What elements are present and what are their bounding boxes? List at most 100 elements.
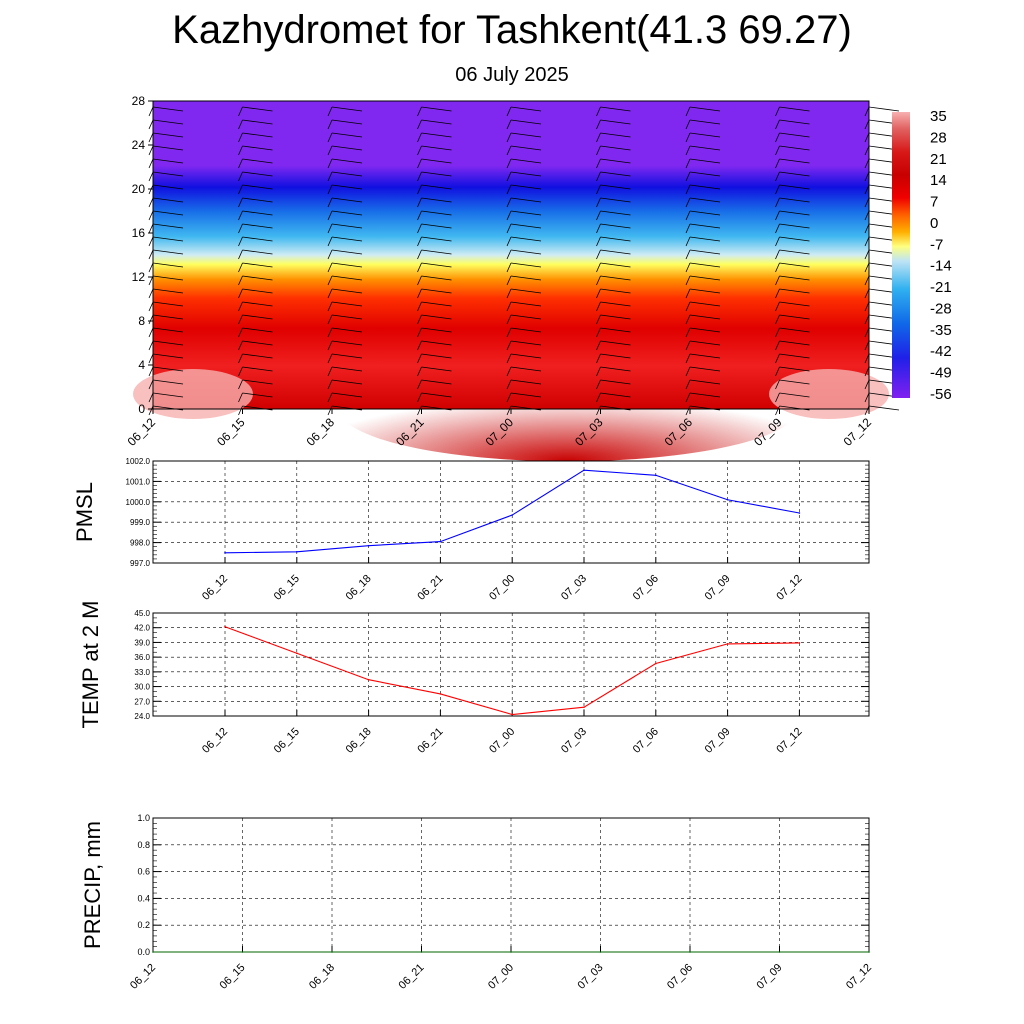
wind-barb xyxy=(506,171,542,182)
wind-barb-staff xyxy=(779,275,810,281)
wind-barb-flag xyxy=(864,392,870,403)
wind-barb xyxy=(506,301,542,312)
wind-barb xyxy=(327,366,363,377)
wind-barb-flag xyxy=(775,106,780,117)
wind-barb xyxy=(596,210,631,221)
wind-barb-flag xyxy=(596,301,601,312)
wind-barb-flag xyxy=(506,275,512,286)
wind-barb-staff xyxy=(600,301,631,307)
precip-panel: 0.0 0.2 0.4 0.6 0.8 1.0 06_12 06_15 06_18 06_21 07… xyxy=(80,813,874,992)
wind-barb-flag xyxy=(506,106,512,117)
wind-barb-staff xyxy=(510,145,542,151)
wind-barb xyxy=(506,353,542,364)
wind-barb xyxy=(148,327,184,338)
wind-barb-flag xyxy=(327,301,333,312)
wind-barb xyxy=(596,184,631,195)
wind-barb xyxy=(775,301,810,312)
wind-barb-flag xyxy=(238,119,243,130)
wind-barb xyxy=(685,366,721,377)
x-tick-label: 07_09 xyxy=(703,726,733,756)
y-tick-label: 16 xyxy=(132,226,146,240)
wind-barb-flag xyxy=(596,366,601,377)
temp-panel: 24.0 27.0 30.0 33.0 36.0 39.0 42.0 45.0 06_12 06_… xyxy=(78,601,870,756)
wind-barb-flag xyxy=(417,340,422,351)
wind-barb xyxy=(685,340,721,351)
wind-barb-staff xyxy=(510,132,542,138)
wind-barb-flag xyxy=(148,106,154,117)
wind-barb-staff xyxy=(331,392,363,398)
wind-barb xyxy=(775,314,810,325)
wind-barb-flag xyxy=(775,158,780,169)
wind-barb-staff xyxy=(242,223,273,229)
wind-barb-flag xyxy=(506,210,512,221)
wind-barb-staff xyxy=(242,145,273,151)
wind-barb-staff xyxy=(421,145,452,151)
wind-barb xyxy=(238,210,273,221)
wind-barb-flag xyxy=(238,275,243,286)
colorbar-label: -56 xyxy=(930,386,952,403)
wind-barb-staff xyxy=(779,145,810,151)
wind-barb-flag xyxy=(864,353,870,364)
wind-barb xyxy=(148,353,184,364)
wind-barb xyxy=(327,158,363,169)
wind-barb xyxy=(685,392,721,403)
x-tick-label: 07_03 xyxy=(559,726,589,756)
wind-barb-flag xyxy=(238,405,243,416)
wind-barb-flag xyxy=(238,106,243,117)
wind-barb-flag xyxy=(775,223,780,234)
wind-barb xyxy=(506,210,542,221)
wind-barb-staff xyxy=(421,119,452,125)
wind-barb-staff xyxy=(421,288,452,294)
wind-barb xyxy=(327,184,363,195)
x-tick-label: 06_18 xyxy=(304,415,338,449)
wind-barb xyxy=(327,249,363,260)
wind-barb xyxy=(417,327,452,338)
wind-barb-flag xyxy=(238,340,243,351)
x-tick-label: 06_21 xyxy=(397,962,427,992)
wind-barb xyxy=(596,119,631,130)
wind-barb-staff xyxy=(510,171,542,177)
chart-subtitle: 06 July 2025 xyxy=(455,64,569,86)
wind-barb xyxy=(238,262,273,273)
wind-barb xyxy=(238,236,273,247)
wind-barb-staff xyxy=(689,184,721,190)
wind-barb-flag xyxy=(596,197,601,208)
wind-barb-staff xyxy=(510,249,542,255)
wind-barb xyxy=(685,314,721,325)
colorbar-label: -14 xyxy=(930,258,952,275)
wind-barb-flag xyxy=(864,106,870,117)
wind-barb-flag xyxy=(238,197,243,208)
x-tick-label: 07_06 xyxy=(665,962,695,992)
wind-barb xyxy=(864,106,900,117)
wind-barb-flag xyxy=(506,145,512,156)
wind-barb-flag xyxy=(775,236,780,247)
wind-barb-staff xyxy=(242,106,273,112)
wind-barb xyxy=(506,119,542,130)
wind-barb-flag xyxy=(775,288,780,299)
pmsl-panel: 997.0 998.0 999.0 1000.0 1001.0 1002.0 06_12 06… xyxy=(72,457,870,603)
wind-barb-flag xyxy=(327,262,333,273)
wind-barb-flag xyxy=(506,223,512,234)
wind-barb-flag xyxy=(775,405,780,416)
wind-barb-flag xyxy=(327,145,333,156)
x-tick-label: 07_12 xyxy=(841,415,875,449)
wind-barb-staff xyxy=(600,106,631,112)
wind-barb xyxy=(775,171,810,182)
x-tick-label: 06_12 xyxy=(200,726,230,756)
wind-barb xyxy=(775,275,810,286)
wind-barb-flag xyxy=(685,184,691,195)
wind-barb-staff xyxy=(152,288,184,294)
wind-barb-staff xyxy=(779,314,810,320)
wind-barb-flag xyxy=(596,288,601,299)
plot-frame xyxy=(152,612,870,717)
wind-barb-staff xyxy=(779,132,810,138)
wind-barb-staff xyxy=(600,340,631,346)
wind-barb-staff xyxy=(242,158,273,164)
wind-barb-staff xyxy=(600,171,631,177)
wind-barb-staff xyxy=(331,353,363,359)
wind-barb-flag xyxy=(417,392,422,403)
data-point xyxy=(868,951,870,953)
wind-barb-staff xyxy=(779,366,810,372)
data-point xyxy=(726,643,729,645)
